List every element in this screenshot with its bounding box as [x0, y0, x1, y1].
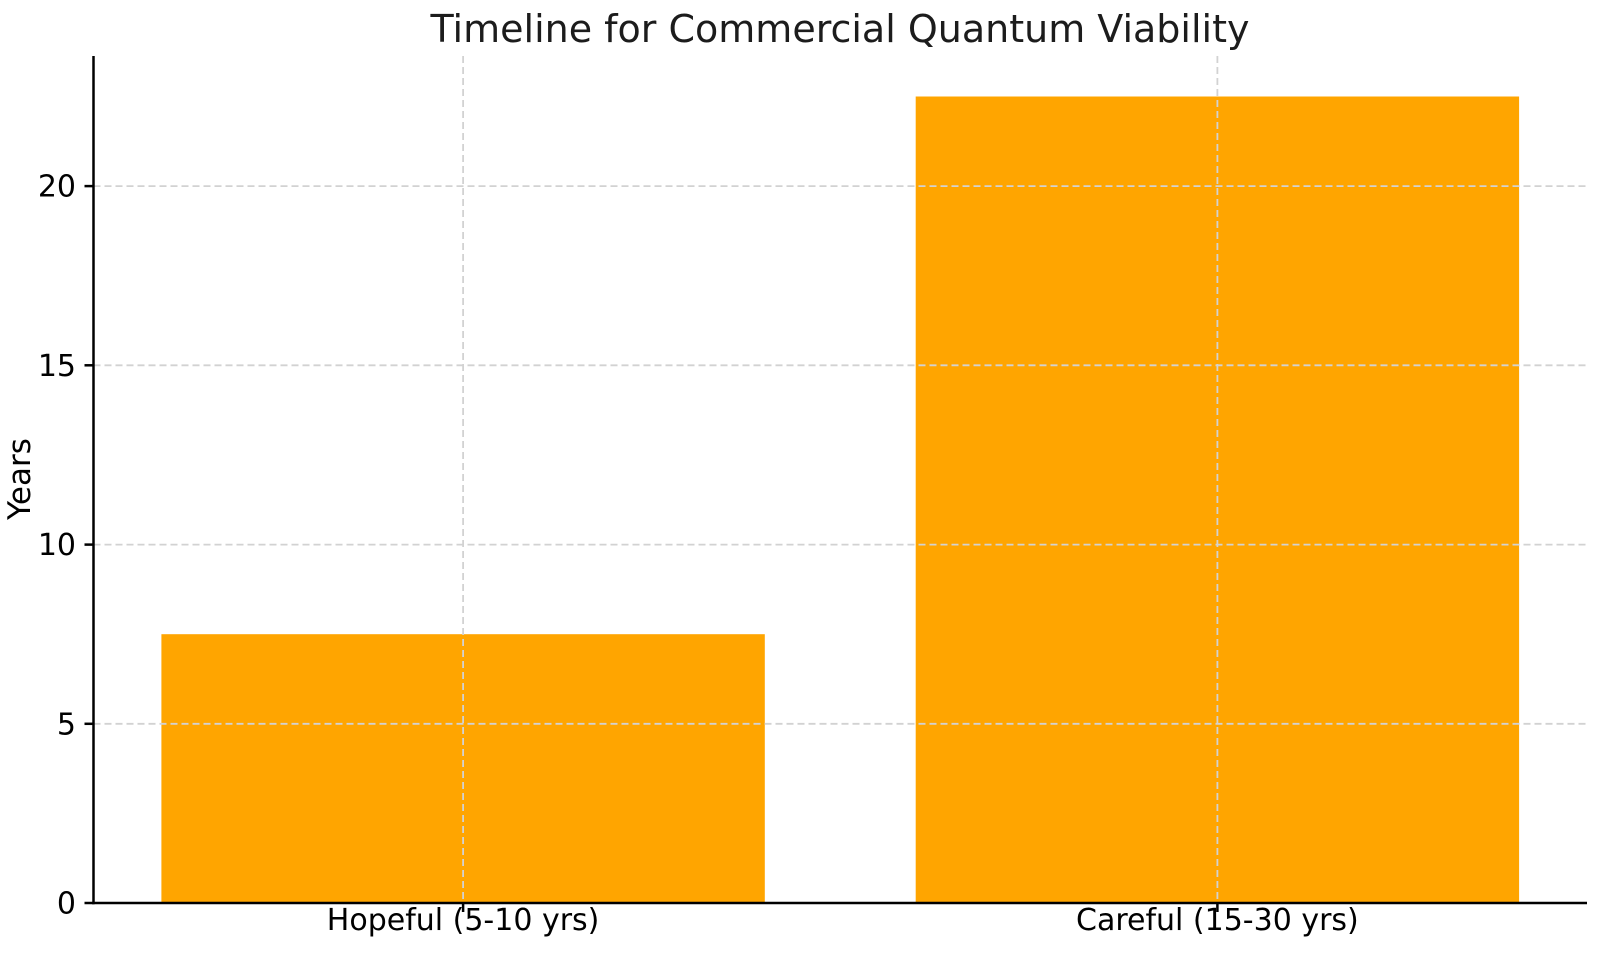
y-tick-label: 5: [57, 707, 76, 742]
tick-labels-group: 0 5 10 15 20 Hopeful (5-10 yrs) Careful (15-30…: [38, 170, 1359, 938]
y-axis-label: Years: [2, 438, 38, 521]
y-tick-label: 20: [38, 170, 76, 205]
y-tick-label: 10: [38, 528, 76, 563]
x-tick-label: Hopeful (5-10 yrs): [327, 903, 600, 938]
x-tick-label: Careful (15-30 yrs): [1076, 903, 1359, 938]
bars-group: [161, 96, 1520, 903]
y-tick-label: 15: [38, 349, 76, 384]
axes-group: [84, 56, 1587, 912]
chart-title: Timeline for Commercial Quantum Viabilit…: [430, 7, 1250, 51]
y-tick-label: 0: [57, 887, 76, 922]
gridlines-group: [93, 56, 1587, 903]
